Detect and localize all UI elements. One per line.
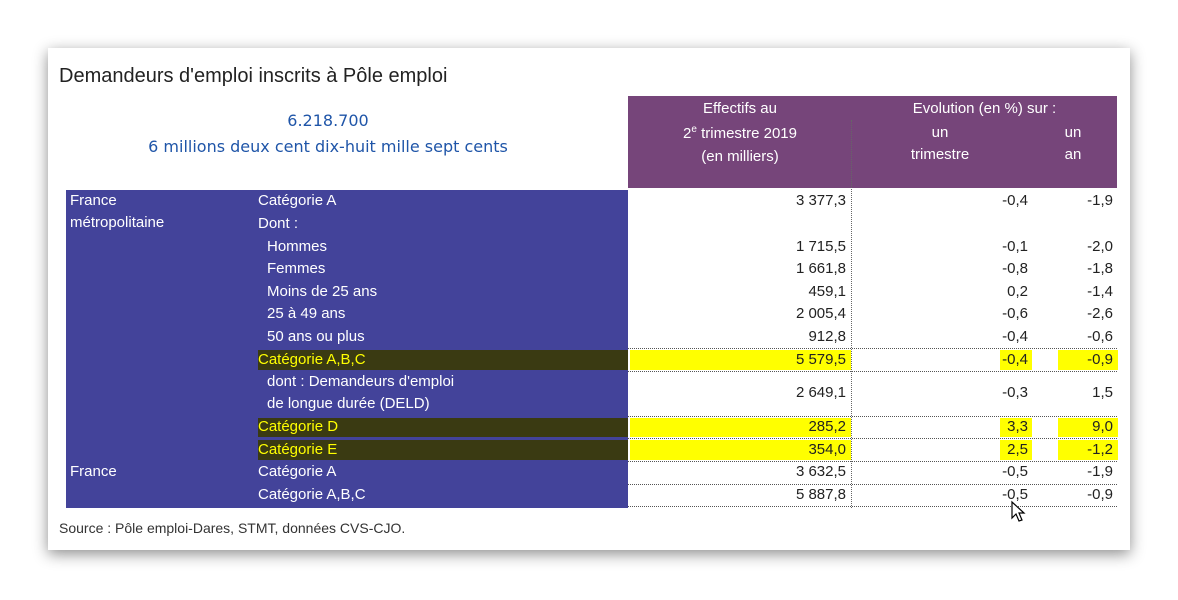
value: 3 377,3: [795, 192, 846, 210]
change-year: -2,0: [1087, 237, 1113, 255]
change-year: 9,0: [1092, 418, 1113, 436]
highlight: [258, 440, 628, 460]
header-text: trimestre: [910, 146, 970, 163]
row-label: de longue durée (DELD): [267, 394, 430, 412]
cursor: [1011, 500, 1026, 522]
value: 285,2: [808, 418, 846, 436]
value: 2 005,4: [795, 305, 846, 323]
big-number: 6.218.700: [287, 111, 369, 130]
row-label: Femmes: [267, 260, 326, 278]
row-label: 50 ans ou plus: [267, 327, 365, 345]
row-label: 25 à 49 ans: [267, 305, 346, 323]
header-text: un: [1064, 124, 1082, 141]
highlight: [630, 440, 851, 460]
value: 5 579,5: [795, 350, 846, 368]
big-number-words: 6 millions deux cent dix-huit mille sept…: [148, 137, 508, 156]
highlight: [1058, 440, 1118, 460]
row-label: Moins de 25 ans: [267, 282, 378, 300]
change-quarter: 2,5: [1007, 440, 1028, 458]
header-text: trimestre 2019: [701, 125, 797, 142]
row-separator: [628, 461, 1117, 462]
change-year: -1,9: [1087, 463, 1113, 481]
row-label: Catégorie D: [258, 418, 339, 436]
change-quarter: -0,6: [1002, 305, 1028, 323]
row-separator: [628, 438, 1117, 440]
table-header: Effectifs au 2e trimestre 2019 (en milli…: [628, 96, 1117, 188]
highlight: [1000, 350, 1032, 370]
row-label: Dont :: [258, 214, 299, 232]
change-year: 1,5: [1092, 384, 1113, 402]
row-separator: [628, 415, 1117, 417]
change-quarter: -0,1: [1002, 237, 1028, 255]
header-text: Evolution (en %) sur :: [912, 100, 1057, 117]
value: 354,0: [808, 440, 846, 458]
value: 1 715,5: [795, 237, 846, 255]
change-quarter: 3,3: [1007, 418, 1028, 436]
value: 2 649,1: [795, 384, 846, 402]
row-label: Hommes: [267, 237, 328, 255]
row-separator: [628, 506, 1117, 508]
title: Demandeurs d'emploi inscrits à Pôle empl…: [59, 65, 448, 87]
header-text: e: [691, 124, 697, 135]
row-label: Catégorie A,B,C: [258, 485, 366, 503]
change-year: -1,8: [1087, 260, 1113, 278]
change-quarter: -0,4: [1002, 327, 1028, 345]
value: 3 632,5: [795, 463, 846, 481]
region-label: France: [70, 463, 117, 480]
header-text: 2: [683, 125, 692, 142]
change-year: -0,9: [1087, 350, 1113, 368]
change-year: -1,2: [1087, 440, 1113, 458]
row-label: Catégorie A,B,C: [258, 350, 366, 368]
change-quarter: -0,8: [1002, 260, 1028, 278]
region-label: France: [70, 192, 117, 209]
row-label: Catégorie A: [258, 192, 337, 210]
row-label: dont : Demandeurs d'emploi: [267, 372, 455, 390]
column-separator: [851, 120, 852, 508]
change-quarter: -0,4: [1002, 350, 1028, 368]
row-separator: [628, 483, 1117, 485]
change-quarter: -0,5: [1002, 463, 1028, 481]
value: 912,8: [808, 327, 846, 345]
highlight: [630, 350, 851, 370]
header-text: 2e trimestre 2019: [628, 124, 852, 142]
change-year: -1,4: [1087, 282, 1113, 300]
change-year: -0,9: [1087, 485, 1113, 503]
highlight: [1058, 417, 1118, 438]
highlight: [1000, 440, 1032, 460]
value: 459,1: [808, 282, 846, 300]
highlight: [1000, 417, 1032, 438]
header-text: (en milliers): [701, 148, 779, 165]
value: 1 661,8: [795, 260, 846, 278]
change-quarter: -0,4: [1002, 192, 1028, 210]
header-text: un: [931, 124, 949, 141]
header-text: Effectifs au: [703, 100, 777, 117]
region-label: métropolitaine: [70, 214, 165, 231]
highlight: [630, 417, 851, 438]
row-separator: [628, 370, 1117, 372]
highlight: [258, 417, 628, 438]
header-text: an: [1064, 146, 1082, 163]
highlight: [1058, 350, 1118, 370]
highlight: [258, 350, 628, 370]
row-label: Catégorie E: [258, 440, 338, 458]
change-quarter: -0,3: [1002, 384, 1028, 402]
card: Demandeurs d'emploi inscrits à Pôle empl…: [48, 48, 1130, 550]
value: 5 887,8: [795, 485, 846, 503]
row-separator: [628, 348, 1117, 350]
row-label: Catégorie A: [258, 463, 337, 481]
change-year: -1,9: [1087, 192, 1113, 210]
source: Source : Pôle emploi-Dares, STMT, donnée…: [59, 520, 406, 536]
change-year: -0,6: [1087, 327, 1113, 345]
change-quarter: -0,5: [1002, 485, 1028, 503]
change-quarter: 0,2: [1007, 282, 1028, 300]
change-year: -2,6: [1087, 305, 1113, 323]
